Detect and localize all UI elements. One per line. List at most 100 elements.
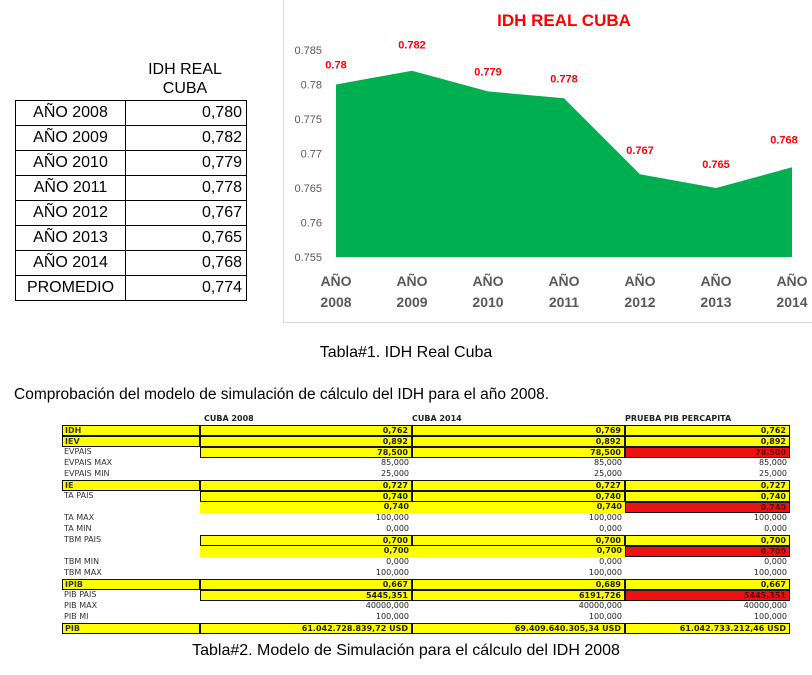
value-cell: 0,892: [412, 436, 625, 447]
value-cell: 78,500: [625, 447, 790, 458]
value-cell: 61.042.733.212,46 USD: [625, 623, 790, 634]
row-label: IDH: [62, 425, 200, 436]
value-cell: 0,892: [625, 436, 790, 447]
value-cell: 6191,726: [412, 590, 625, 601]
row-label: PIB PAIS: [64, 590, 97, 599]
table-row: PIB MI 100,000 100,000 100,000: [62, 612, 790, 623]
value-cell: 0,700: [200, 546, 412, 557]
value-cell: 78,500: [200, 447, 412, 458]
value-cell: 0,762: [200, 425, 412, 436]
table-row: 0,700 0,700 0,700: [62, 546, 790, 557]
value-cell: 40000,000: [365, 601, 409, 610]
table-row: AÑO 2010 0,779: [15, 150, 247, 176]
table-row: EVPAIS 78,500 78,500 78,500: [62, 447, 790, 458]
value-cell: 0,000: [599, 524, 622, 533]
value-cell: 0,667: [200, 579, 412, 590]
table-row: TA MIN 0,000 0,000 0,000: [62, 524, 790, 535]
data-label: 0.778: [550, 73, 578, 85]
value-cell: 25,000: [594, 469, 622, 478]
x-tick-label: AÑO: [624, 272, 655, 289]
value-cell: 0,767: [125, 200, 247, 226]
x-tick-label: AÑO: [472, 272, 503, 289]
table-row: AÑO 2011 0,778: [15, 175, 247, 201]
value-cell: 0,740: [200, 502, 412, 513]
value-cell: 0,740: [412, 502, 625, 513]
x-tick-label: 2011: [549, 294, 580, 310]
idh-table: AÑO 2008 0,780 AÑO 2009 0,782 AÑO 2010 0,779 A…: [15, 100, 247, 301]
caption-table2: Tabla#2. Modelo de Simulación para el cá…: [192, 642, 620, 659]
value-cell: 0,892: [200, 436, 412, 447]
table-row: AÑO 2012 0,767: [15, 200, 247, 226]
table-row: AÑO 2013 0,765: [15, 225, 247, 251]
data-label: 0.779: [474, 66, 502, 78]
row-label: [62, 502, 200, 513]
value-cell: 0,700: [625, 535, 790, 546]
value-cell: 5445,351: [200, 590, 412, 601]
value-cell: 0,740: [625, 491, 790, 502]
value-cell: 69.409.640.305,34 USD: [412, 623, 625, 634]
value-cell: 0,700: [200, 535, 412, 546]
table-row: EVPAIS MAX 85,000 85,000 85,000: [62, 458, 790, 469]
y-tick-label: 0.755: [294, 252, 322, 264]
table-row: IDH 0,762 0,769 0,762: [62, 425, 790, 436]
data-label: 0.782: [398, 40, 426, 52]
table-row: AÑO 2009 0,782: [15, 125, 247, 151]
row-label: TBM PAIS: [64, 535, 102, 544]
row-label: IE: [62, 480, 200, 491]
row-label: TBM MIN: [64, 557, 100, 566]
caption-table1: Tabla#1. IDH Real Cuba: [319, 344, 493, 361]
row-label: TBM MAX: [64, 568, 102, 577]
x-tick-label: 2009: [396, 294, 427, 310]
row-label: TA MAX: [64, 513, 95, 522]
value-cell: 85,000: [594, 458, 622, 467]
value-cell: 0,768: [125, 250, 247, 276]
table-row: TBM MIN 0,000 0,000 0,000: [62, 557, 790, 568]
year-cell: AÑO 2010: [15, 150, 126, 176]
table-row: 0,740 0,740 0,740: [62, 502, 790, 513]
row-label: PIB MAX: [64, 601, 98, 610]
value-cell: 0,000: [386, 557, 409, 566]
row-label: EVPAIS MAX: [64, 458, 113, 467]
table-row: PROMEDIO 0,774: [15, 275, 247, 301]
value-cell: 40000,000: [743, 601, 787, 610]
x-tick-label: 2010: [472, 294, 503, 310]
year-cell: AÑO 2012: [15, 200, 126, 226]
value-cell: 100,000: [588, 513, 622, 522]
value-cell: 0,727: [200, 480, 412, 491]
data-label: 0.767: [626, 145, 654, 157]
x-tick-label: AÑO: [700, 272, 731, 289]
value-cell: 0,780: [125, 100, 247, 126]
row-label: IPIB: [62, 579, 200, 590]
year-cell: AÑO 2011: [15, 175, 126, 201]
year-cell: AÑO 2009: [15, 125, 126, 151]
table-row: PIB 61.042.728.839,72 USD 69.409.640.305,3…: [62, 623, 790, 634]
header-row: CUBA 2008 CUBA 2014 PRUEBA PIB PERCAPITA: [62, 414, 790, 425]
value-cell: 0,700: [412, 546, 625, 557]
value-cell: 5445,351: [625, 590, 790, 601]
value-cell: 25,000: [381, 469, 409, 478]
value-cell: 100,000: [375, 612, 409, 621]
row-label: EVPAIS MIN: [64, 469, 110, 478]
table-row: PIB MAX 40000,000 40000,000 40000,000: [62, 601, 790, 612]
y-tick-label: 0.785: [294, 45, 322, 57]
value-cell: 0,740: [625, 502, 790, 513]
data-label: 0.765: [702, 159, 730, 171]
value-cell: 0,689: [412, 579, 625, 590]
simulation-table: CUBA 2008 CUBA 2014 PRUEBA PIB PERCAPITA…: [62, 414, 790, 634]
table1-header: IDH REAL CUBA: [148, 61, 222, 97]
value-cell: 0,774: [125, 275, 247, 301]
x-tick-label: AÑO: [320, 272, 351, 289]
value-cell: 100,000: [588, 612, 622, 621]
year-cell: PROMEDIO: [15, 275, 126, 301]
value-cell: 0,000: [386, 524, 409, 533]
value-cell: 78,500: [412, 447, 625, 458]
value-cell: 25,000: [759, 469, 787, 478]
x-tick-label: 2014: [776, 294, 807, 310]
x-tick-label: 2012: [624, 294, 655, 310]
row-label: PIB MI: [64, 612, 89, 621]
col-header: PRUEBA PIB PERCAPITA: [625, 414, 732, 423]
data-label: 0.768: [770, 134, 798, 146]
area-series: [336, 70, 792, 257]
row-label: TA MIN: [64, 524, 92, 533]
table-row: PIB PAIS 5445,351 6191,726 5445,351: [62, 590, 790, 601]
